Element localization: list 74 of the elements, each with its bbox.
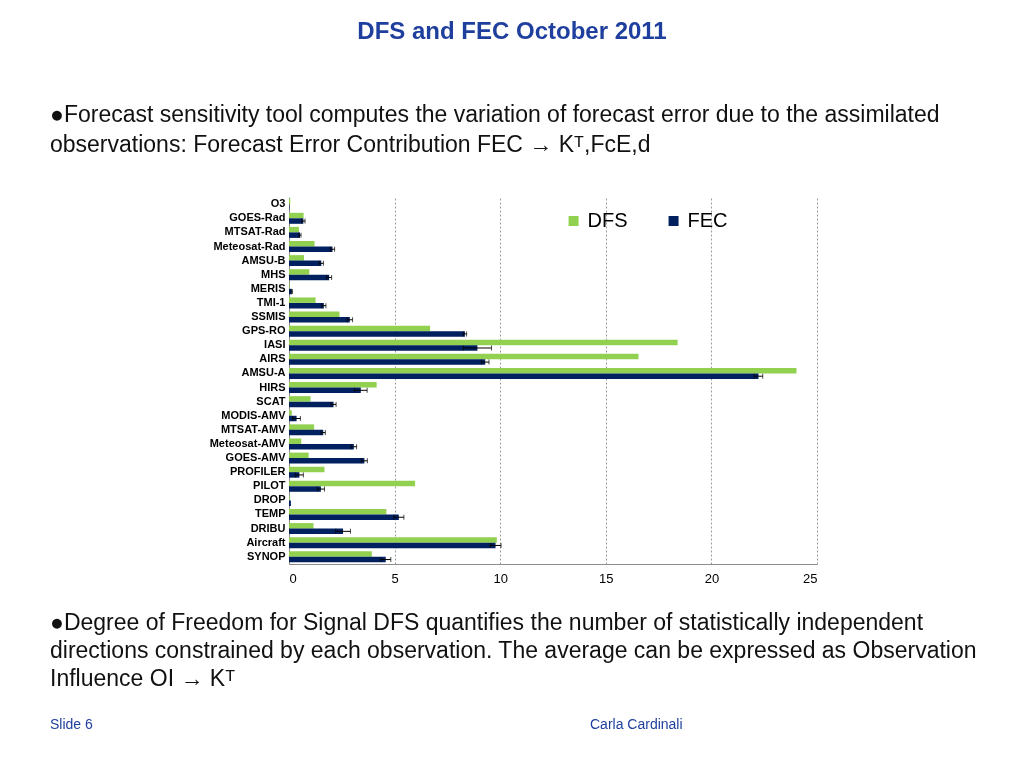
bar: [289, 556, 386, 563]
bar: [289, 297, 316, 303]
bar: [289, 218, 304, 224]
bar: [289, 260, 322, 267]
bar: [289, 387, 361, 394]
y-tick-label: Meteosat-AMV: [209, 436, 287, 449]
bar: [289, 466, 325, 473]
y-tick-label: SYNOP: [246, 549, 286, 562]
x-tick-label: 0: [289, 570, 297, 586]
x-tick-label: 10: [493, 570, 508, 586]
y-tick-label: HIRS: [259, 380, 286, 393]
bar: [289, 325, 431, 332]
y-tick-label: AMSU-B: [241, 253, 286, 266]
x-tick-label: 15: [599, 570, 614, 586]
text: Carla Cardinali: [590, 716, 683, 732]
bar: [289, 523, 314, 529]
bar: [289, 452, 309, 459]
y-tick-label: MTSAT-Rad: [224, 225, 286, 238]
y-tick-label: AMSU-A: [241, 366, 286, 379]
bar: [289, 528, 344, 535]
bar: [289, 382, 377, 388]
y-tick-label: GOES-AMV: [225, 451, 287, 464]
y-tick-label: GPS-RO: [242, 324, 286, 337]
y-tick-label: Aircraft: [246, 535, 286, 548]
bar: [289, 396, 311, 402]
bar: [289, 410, 292, 416]
y-tick-label: MERIS: [250, 281, 286, 294]
bar: [289, 508, 387, 515]
bar: [289, 345, 478, 351]
bar: [289, 311, 340, 318]
y-tick-label: PROFILER: [229, 465, 286, 478]
chart-title: DFS and FEC October 2011: [357, 17, 667, 44]
bar: [289, 537, 497, 543]
bar: [289, 429, 324, 436]
y-tick-label: DROP: [253, 493, 286, 506]
y-tick-label: AIRS: [259, 352, 286, 365]
bar: [289, 480, 416, 487]
x-tick-label: 20: [704, 570, 720, 586]
bar: [289, 226, 299, 233]
y-tick-label: IASI: [264, 338, 286, 351]
legend-label: FEC: [687, 209, 728, 231]
text: ●Degree of Freedom for Signal DFS quantifies the number of statistically independent directions constrained by each observation. The average can be expressed as Observation Influence OI → Kᵀ: [50, 609, 977, 691]
y-tick-label: Meteosat-Rad: [213, 239, 286, 252]
y-tick-label: MTSAT-AMV: [220, 422, 287, 435]
bar: [289, 424, 315, 430]
x-tick-label: 5: [391, 570, 399, 586]
bar: [289, 373, 759, 379]
y-tick-label: TMI-1: [256, 295, 286, 308]
y-tick-label: GOES-Rad: [229, 211, 286, 224]
bar: [289, 551, 372, 557]
bar: [289, 353, 639, 360]
bar: [289, 367, 797, 374]
y-tick-label: SSMIS: [251, 310, 286, 323]
bar: [289, 212, 304, 219]
y-tick-label: SCAT: [256, 394, 286, 407]
bar: [289, 514, 399, 520]
y-tick-label: PILOT: [253, 479, 286, 492]
bar: [289, 438, 302, 444]
bar: [289, 542, 496, 549]
bar: [289, 269, 310, 275]
y-tick-label: O3: [270, 197, 286, 210]
bar: [289, 241, 315, 247]
bar: [289, 232, 300, 238]
y-tick-label: MHS: [261, 267, 286, 280]
bar: [289, 486, 321, 492]
bar: [289, 255, 304, 261]
x-tick-label: 25: [803, 570, 818, 586]
bar: [289, 339, 678, 346]
text: ●Forecast sensitivity tool computes the variation of forecast error due to the assimilated observations: Forecast Error Contribution FEC → Kᵀ,FcE,d: [50, 101, 940, 157]
y-tick-label: DRIBU: [250, 521, 286, 534]
legend-label: DFS: [587, 209, 628, 231]
y-tick-label: TEMP: [254, 507, 286, 520]
y-tick-label: MODIS-AMV: [221, 408, 287, 421]
text: Slide 6: [50, 716, 94, 732]
